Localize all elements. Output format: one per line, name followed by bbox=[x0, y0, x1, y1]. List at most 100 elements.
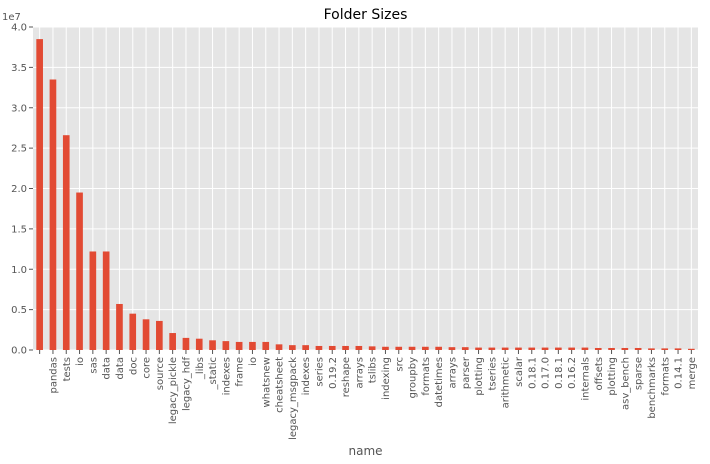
x-tick-label: legacy_hdf bbox=[181, 357, 192, 412]
x-tick-label: frame bbox=[235, 357, 246, 387]
x-tick-label: merge bbox=[687, 357, 698, 389]
x-tick-label: arrays bbox=[354, 357, 365, 388]
x-axis-ticks: pandas tests io sas data data doc core source leg… bbox=[39, 350, 698, 440]
x-tick-label: plotting bbox=[474, 357, 485, 396]
bar bbox=[648, 348, 655, 350]
x-tick-label: groupby bbox=[408, 357, 419, 398]
bar bbox=[315, 345, 323, 350]
bar bbox=[435, 346, 442, 350]
bar bbox=[116, 303, 123, 350]
x-tick-label: whatsnew bbox=[261, 357, 272, 407]
bar bbox=[501, 347, 509, 350]
x-tick-label: _static bbox=[208, 357, 219, 390]
y-tick-label: 2.5 bbox=[11, 144, 27, 155]
x-tick-label: formats bbox=[660, 357, 671, 396]
bar bbox=[102, 251, 110, 350]
x-tick-label: cheatsheet bbox=[275, 357, 286, 413]
x-tick-label: tslibs bbox=[368, 357, 379, 383]
bar bbox=[262, 341, 270, 350]
x-tick-label: datetimes bbox=[434, 357, 445, 407]
x-tick-label: legacy_pickle bbox=[168, 357, 179, 424]
x-tick-label: asv_bench bbox=[620, 357, 631, 410]
bar bbox=[182, 337, 190, 350]
y-offset-label: 1e7 bbox=[2, 12, 21, 23]
bar bbox=[661, 348, 669, 350]
x-tick-label: pandas bbox=[48, 357, 59, 394]
bar bbox=[209, 340, 216, 350]
bar bbox=[634, 347, 642, 350]
y-axis-ticks: 0.0 0.5 1.0 1.5 2.0 2.5 3.0 3.5 4.0 bbox=[11, 23, 33, 357]
bar bbox=[195, 338, 203, 350]
x-tick-label: io bbox=[75, 357, 86, 366]
x-tick-label: indexing bbox=[381, 357, 392, 400]
x-tick-label: reshape bbox=[341, 357, 352, 397]
x-tick-label: benchmarks bbox=[647, 357, 658, 419]
bar bbox=[302, 345, 309, 350]
bar bbox=[541, 347, 549, 350]
bar bbox=[275, 344, 283, 350]
x-tick-label: sparse bbox=[634, 357, 645, 390]
bar bbox=[129, 313, 137, 350]
x-tick-label: 0.19.2 bbox=[328, 357, 339, 389]
x-tick-label: internals bbox=[580, 357, 591, 401]
bar bbox=[608, 347, 615, 350]
x-tick-label: arithmetic bbox=[501, 357, 512, 408]
x-tick-label: doc bbox=[128, 357, 139, 375]
bar bbox=[475, 347, 482, 350]
y-tick-label: 1.5 bbox=[11, 224, 27, 235]
bar bbox=[688, 348, 695, 350]
x-tick-label: tests bbox=[62, 357, 73, 381]
bar bbox=[528, 347, 536, 350]
bar bbox=[488, 347, 496, 350]
bar bbox=[222, 341, 230, 350]
bar bbox=[515, 347, 522, 350]
x-tick-label: data bbox=[115, 357, 126, 380]
bar bbox=[568, 347, 575, 350]
bar bbox=[594, 347, 602, 350]
y-tick-label: 3.5 bbox=[11, 63, 27, 74]
x-tick-label: core bbox=[142, 357, 153, 379]
x-tick-label: indexes bbox=[301, 357, 312, 395]
x-tick-label: plotting bbox=[607, 357, 618, 396]
bar bbox=[461, 347, 469, 350]
bar bbox=[156, 320, 163, 350]
x-tick-label: legacy_msgpack bbox=[288, 357, 299, 440]
x-tick-label: tseries bbox=[487, 357, 498, 391]
bar bbox=[674, 348, 682, 350]
x-tick-label: 0.14.1 bbox=[674, 357, 685, 389]
x-tick-label: 0.18.1 bbox=[527, 357, 538, 389]
x-tick-label: 0.18.1 bbox=[554, 357, 565, 389]
bars bbox=[36, 39, 695, 351]
bar bbox=[36, 39, 43, 351]
x-tick-label: io bbox=[248, 357, 259, 366]
bar bbox=[89, 251, 97, 350]
bar bbox=[395, 346, 403, 350]
bar bbox=[448, 347, 456, 350]
bar bbox=[342, 345, 349, 350]
x-tick-label: indexes bbox=[221, 357, 232, 395]
x-tick-label: _libs bbox=[195, 357, 206, 380]
bar bbox=[355, 345, 363, 350]
bar bbox=[408, 346, 416, 350]
bar bbox=[422, 346, 429, 350]
y-tick-label: 1.0 bbox=[11, 265, 27, 276]
y-tick-label: 2.0 bbox=[11, 184, 27, 195]
x-axis-label: name bbox=[348, 444, 382, 458]
x-tick-label: arrays bbox=[447, 357, 458, 388]
y-tick-label: 4.0 bbox=[11, 23, 27, 34]
y-tick-label: 0.0 bbox=[11, 346, 27, 357]
bar bbox=[169, 333, 176, 350]
bar bbox=[621, 347, 629, 350]
x-tick-label: source bbox=[155, 357, 166, 390]
x-tick-label: 0.16.2 bbox=[567, 357, 578, 389]
bar bbox=[289, 345, 296, 350]
y-tick-label: 0.5 bbox=[11, 305, 27, 316]
x-tick-label: parser bbox=[461, 356, 472, 389]
bar bbox=[142, 319, 150, 350]
bar bbox=[76, 192, 83, 350]
y-tick-label: 3.0 bbox=[11, 103, 27, 114]
x-tick-label: offsets bbox=[594, 357, 605, 391]
bar bbox=[328, 345, 336, 350]
x-tick-label: 0.17.0 bbox=[541, 357, 552, 389]
